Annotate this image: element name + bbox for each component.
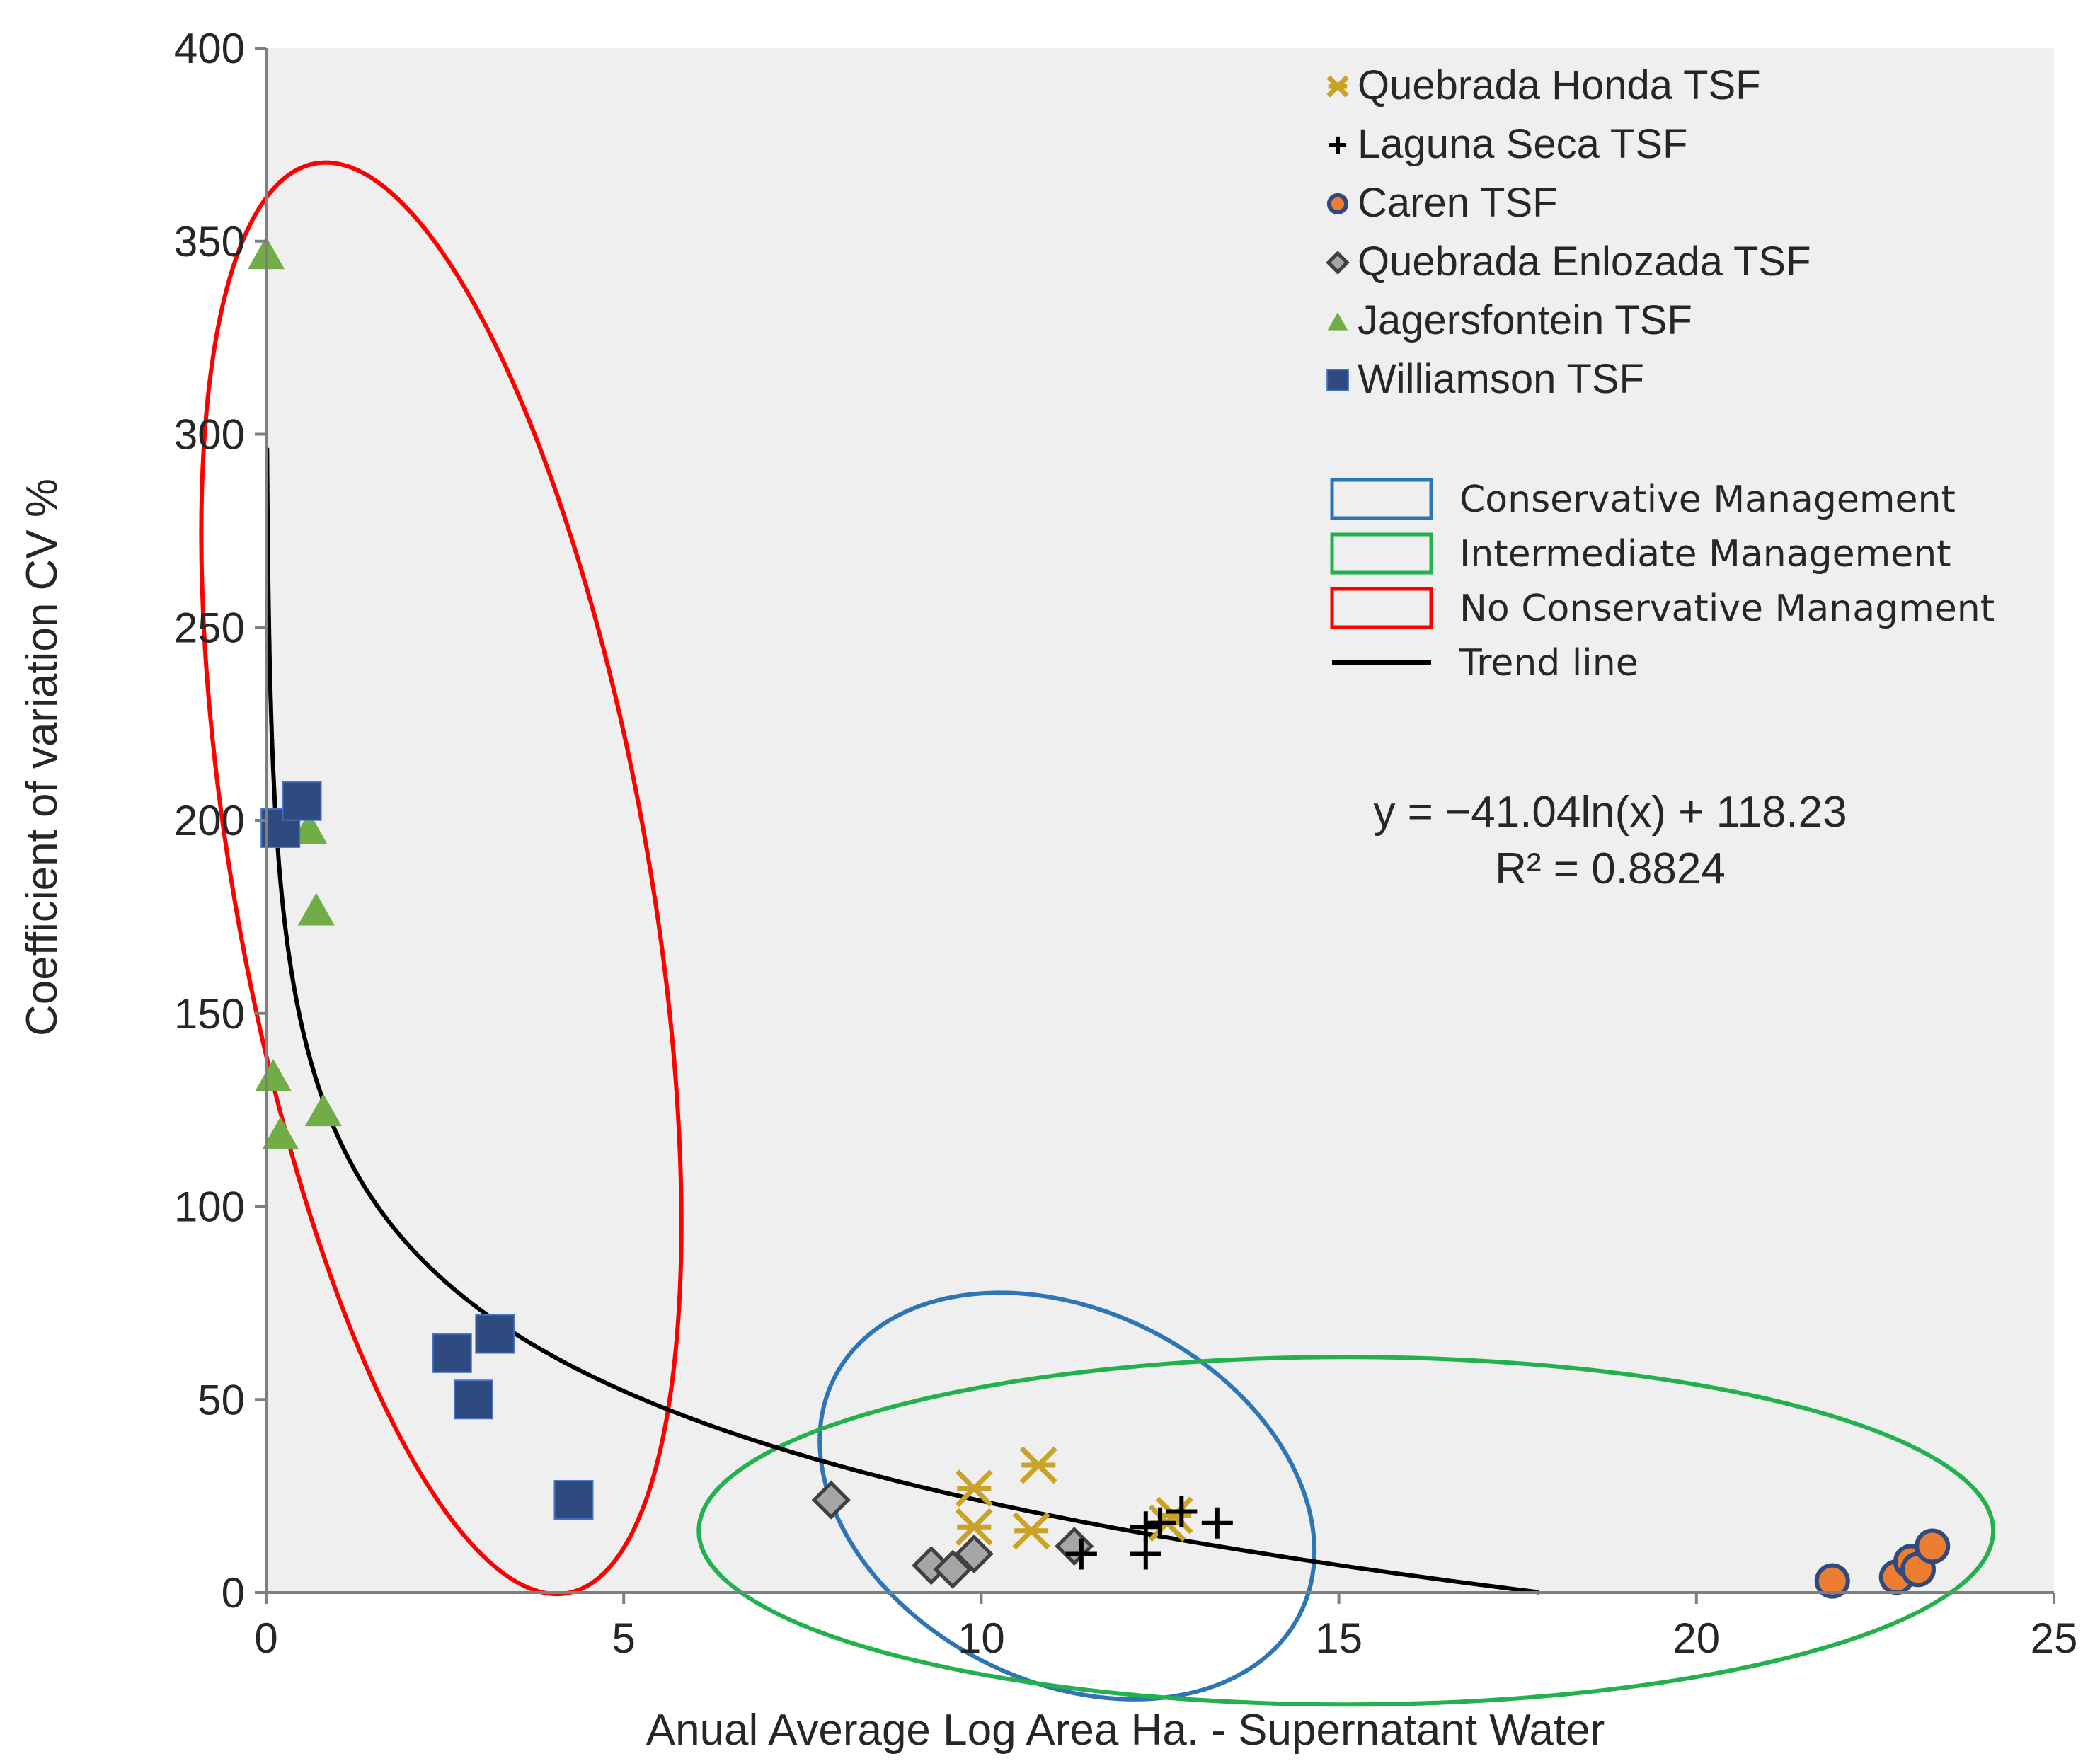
y-tick-label: 200 [174,797,245,844]
legend-region-swatch [1330,478,1433,520]
legend-marker [1326,193,1349,215]
data-point [282,781,322,821]
data-point [1012,1512,1050,1550]
legend-marker [1326,75,1349,98]
legend-item: Caren TSF [1326,180,1558,226]
legend-label: Williamson TSF [1358,356,1644,402]
data-point [1130,1538,1161,1570]
legend-label: Laguna Seca TSF [1358,121,1687,167]
data-point [1915,1528,1951,1564]
legend-region-label: No Conservative Managment [1459,587,1995,630]
data-point [1814,1563,1850,1599]
series-williamson-tsf [260,781,594,1520]
legend-region-item: Conservative Management [1330,478,1956,521]
x-tick-label: 15 [1315,1614,1362,1662]
x-axis-title: Anual Average Log Area Ha. - Supernatant… [646,1706,1605,1755]
series-jagersfontein-tsf [248,236,342,1149]
legend-item: Quebrada Enlozada TSF [1326,239,1811,285]
data-point [1065,1538,1097,1570]
y-tick-label: 300 [174,411,245,459]
data-point [933,1549,972,1589]
series-caren-tsf [1814,1528,1951,1599]
data-point [454,1379,494,1420]
region-ellipse [696,1355,1996,1707]
trendline-equation: y = −41.04ln(x) + 118.23 [1373,788,1847,837]
data-points [248,236,1951,1599]
data-point [1019,1446,1057,1484]
y-tick-label: 400 [174,25,245,72]
legend-marker [1326,251,1350,275]
y-tick-label: 250 [174,604,245,651]
x-tick-label: 10 [958,1614,1005,1662]
data-point [255,1059,292,1092]
legend-label: Quebrada Enlozada TSF [1358,239,1811,285]
legend-region-label: Conservative Management [1459,478,1956,521]
legend-trend-item: Trend line [1332,642,1639,684]
y-tick-label: 50 [197,1376,245,1423]
data-point [297,893,335,926]
legend-item: Jagersfontein TSF [1327,297,1692,343]
data-point [1201,1507,1233,1539]
y-tick-label: 150 [174,990,245,1038]
legend-region-label: Intermediate Management [1459,533,1951,575]
legend-region-swatch [1330,587,1433,629]
legend-label: Quebrada Honda TSF [1358,62,1761,108]
data-point [955,1508,993,1546]
data-point [811,1480,851,1520]
data-point [262,1116,299,1149]
series-laguna-seca-tsf [1065,1496,1233,1570]
data-point [955,1469,993,1508]
legend-region-swatch [1330,532,1433,575]
trendline-r2: R² = 0.8824 [1495,844,1726,893]
x-tick-label: 25 [2031,1614,2078,1662]
legend-label: Caren TSF [1358,180,1558,226]
y-tick-label: 350 [174,218,245,265]
trendline-group [265,447,1539,1595]
x-tick-label: 20 [1672,1614,1720,1662]
data-point [1130,1511,1161,1543]
y-axis-title: Coefficient of variation CV % [18,478,67,1036]
data-point [475,1314,515,1354]
data-point [954,1534,994,1573]
x-tick-label: 5 [612,1614,636,1662]
y-tick-label: 0 [222,1569,245,1617]
legend-marker [1329,136,1347,154]
data-point [1144,1507,1176,1539]
legend-item: Quebrada Honda TSF [1326,62,1761,108]
legend-label: Jagersfontein TSF [1358,297,1692,343]
legend-trend-label: Trend line [1459,642,1639,684]
region-ellipse [817,1290,1317,1702]
data-point [432,1333,472,1373]
data-point [553,1480,594,1520]
x-tick-label: 0 [254,1614,277,1662]
y-tick-label: 100 [174,1183,245,1231]
legend-marker [1327,312,1348,331]
legend-marker [1326,369,1349,391]
data-point [1155,1496,1193,1535]
legend-item: Williamson TSF [1326,356,1644,402]
legend-item: Laguna Seca TSF [1329,121,1687,167]
data-point [1166,1496,1198,1527]
legend: Quebrada Honda TSF Laguna Seca TSF Caren T… [1326,62,1995,684]
trendline [265,447,1539,1595]
data-point [304,1094,342,1127]
series-quebrada-honda-tsf [955,1446,1193,1550]
legend-region-item: Intermediate Management [1330,532,1951,575]
legend-region-item: No Conservative Managment [1330,587,1995,630]
